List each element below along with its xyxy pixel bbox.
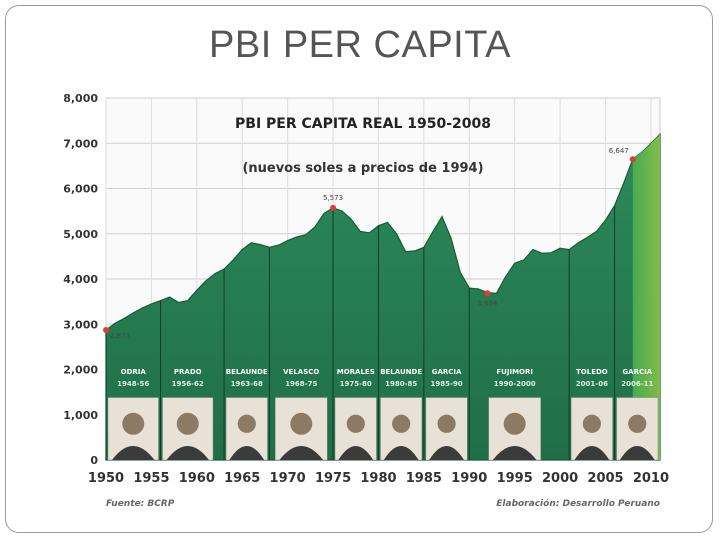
annotation-marker: [330, 204, 337, 211]
president-name: FUJIMORI: [496, 368, 533, 376]
x-tick-label: 1995: [497, 471, 533, 486]
y-tick-label: 2,000: [63, 364, 98, 377]
y-tick-label: 7,000: [63, 137, 98, 150]
x-tick-label: 2000: [542, 471, 578, 486]
portrait-head-icon: [628, 414, 647, 433]
president-years: 1968-75: [285, 380, 317, 388]
portrait-head-icon: [346, 414, 365, 433]
president-years: 2001-06: [576, 380, 608, 388]
portrait-head-icon: [237, 414, 256, 433]
x-tick-label: 1980: [360, 471, 396, 486]
president-name: PRADO: [174, 368, 202, 376]
president-name: BELAUNDE: [226, 368, 268, 376]
annotation-label: 2,873: [110, 332, 130, 340]
annotation-marker: [103, 326, 109, 333]
president-years: 2006-11: [621, 380, 653, 388]
x-tick-label: 1960: [179, 471, 215, 486]
portrait-body-icon: [112, 445, 155, 460]
president-years: 1948-56: [117, 380, 149, 388]
president-name: VELASCO: [283, 368, 319, 376]
portrait-head-icon: [176, 412, 199, 435]
president-years: 1990-2000: [494, 380, 536, 388]
slide-title: PBI PER CAPITA: [209, 24, 511, 66]
x-tick-label: 1950: [88, 471, 124, 486]
x-tick-label: 1990: [451, 471, 487, 486]
portrait-head-icon: [503, 412, 526, 435]
x-tick-label: 1975: [315, 471, 351, 486]
portrait-body-icon: [492, 445, 537, 460]
president-name: GARCIA: [622, 368, 652, 376]
x-tick-label: 1985: [406, 471, 442, 486]
president-years: 1980-85: [385, 380, 417, 388]
chart-source: Fuente: BCRP: [106, 499, 175, 509]
annotation-marker: [484, 290, 491, 297]
portrait-body-icon: [619, 445, 655, 460]
portrait-body-icon: [338, 445, 374, 460]
y-tick-label: 1,000: [63, 409, 98, 422]
y-tick-label: 5,000: [63, 228, 98, 241]
annotation-label: 3,684: [477, 299, 498, 307]
president-years: 1963-68: [231, 380, 263, 388]
chart-title: PBI PER CAPITA REAL 1950-2008: [235, 116, 491, 132]
x-tick-label: 1955: [133, 471, 169, 486]
y-tick-label: 4,000: [63, 273, 98, 286]
president-name: MORALES: [337, 368, 375, 376]
annotation-label: 6,647: [609, 147, 629, 155]
portrait-head-icon: [290, 412, 313, 435]
president-years: 1975-80: [340, 380, 372, 388]
gdp-area-highlight: [632, 134, 660, 460]
president-name: ODRIA: [121, 368, 147, 376]
president-name: BELAUNDE: [380, 368, 422, 376]
portrait-head-icon: [582, 414, 601, 433]
gdp-area: [105, 132, 661, 461]
portrait-body-icon: [279, 445, 324, 460]
gdp-chart: 0 1,000 2,000 3,000 4,000 5,000 6,000 7,000 8,00…: [48, 88, 672, 520]
president-years: 1985-90: [431, 380, 463, 388]
chart-credit: Elaboración: Desarrollo Peruano: [496, 498, 660, 509]
portrait-body-icon: [383, 445, 419, 460]
portrait-head-icon: [122, 412, 145, 435]
portrait-body-icon: [429, 445, 464, 460]
annotation-label: 5,573: [323, 194, 343, 202]
president-name: TOLEDO: [576, 368, 608, 376]
annotation-marker: [629, 156, 636, 163]
portrait-body-icon: [166, 445, 209, 460]
president-years: 1956-62: [172, 380, 204, 388]
y-tick-label: 8,000: [63, 92, 98, 105]
y-tick-label: 6,000: [63, 183, 98, 196]
chart-subtitle: (nuevos soles a precios de 1994): [242, 161, 483, 176]
y-tick-label: 3,000: [63, 318, 98, 331]
x-tick-label: 2010: [633, 471, 669, 486]
x-tick-label: 2005: [587, 471, 623, 486]
portrait-head-icon: [437, 414, 456, 433]
portrait-body-icon: [574, 445, 610, 460]
president-name: GARCIA: [432, 368, 462, 376]
x-tick-label: 1965: [224, 471, 260, 486]
portrait-body-icon: [229, 445, 265, 460]
x-tick-label: 1970: [270, 471, 306, 486]
y-tick-label: 0: [90, 454, 98, 467]
portrait-head-icon: [392, 414, 411, 433]
